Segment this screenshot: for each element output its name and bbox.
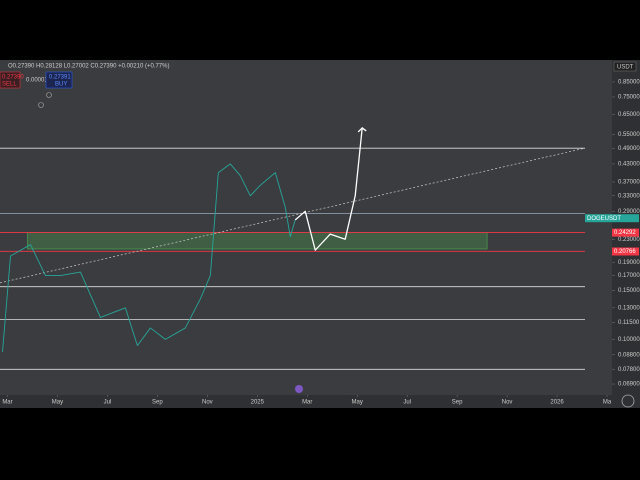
y-tick-label: 0.85000: [618, 80, 640, 86]
y-tick-label: 0.33000: [618, 193, 640, 199]
buy-label: BUY: [55, 82, 67, 88]
zone: [27, 232, 488, 250]
eye-icon[interactable]: [38, 102, 44, 108]
y-tick-label: 0.13000: [618, 305, 640, 311]
price-tag: [612, 247, 639, 256]
y-tick-label: 0.19000: [618, 260, 640, 266]
eye-icon[interactable]: [46, 92, 52, 98]
y-tick-label: 0.15000: [618, 288, 640, 294]
nav-button[interactable]: [621, 394, 635, 408]
x-tick-label: Mar: [2, 400, 12, 406]
currency-button[interactable]: [613, 61, 637, 72]
x-tick-label: Jul: [104, 400, 112, 406]
x-tick-label: Jul: [403, 400, 411, 406]
y-tick-label: 0.37000: [618, 180, 640, 186]
sell-button[interactable]: [0, 71, 21, 89]
sell-label: SELL: [2, 82, 17, 88]
y-tick-label: 0.65000: [618, 112, 640, 118]
price-tag-label: DOGEUSDT: [587, 216, 621, 222]
x-tick-label: Sep: [452, 400, 463, 406]
y-tick-label: 0.08800: [618, 352, 640, 358]
y-tick-label: 0.49000: [618, 146, 640, 152]
x-tick-label: Ma: [603, 400, 612, 406]
y-tick-label: 0.23000: [618, 237, 640, 243]
sell-price: 0.27390: [2, 75, 24, 81]
x-tick-label: Nov: [502, 400, 513, 406]
price-line: [2, 163, 296, 353]
price-tag: [612, 228, 639, 237]
price-tag: [585, 214, 639, 223]
arrow-head: [357, 127, 367, 133]
x-tick-label: Sep: [152, 400, 163, 406]
chart-panel: [0, 60, 640, 408]
y-tick-label: 0.10000: [618, 337, 640, 343]
x-tick-label: 2026: [550, 400, 564, 406]
y-tick-label: 0.06900: [618, 382, 640, 388]
x-tick-label: Nov: [202, 400, 213, 406]
ohlc: O0.27390 H0.28128 L0.27002 C0.27390 +0.0…: [8, 64, 169, 70]
x-tick-label: 2025: [251, 400, 265, 406]
x-tick-label: May: [52, 400, 63, 406]
projection-line: [294, 127, 363, 251]
y-tick-label: 0.11500: [618, 320, 640, 326]
spread: 0.00001: [26, 78, 48, 84]
buy-button[interactable]: [45, 71, 73, 89]
x-tick-label: May: [352, 400, 363, 406]
buy-price: 0.27391: [49, 75, 71, 81]
price-tag-label: 0.24292: [614, 230, 636, 236]
y-tick-label: 0.17000: [618, 273, 640, 279]
y-tick-label: 0.55000: [618, 132, 640, 138]
price-tag-label: 0.20766: [614, 249, 636, 255]
event-icon[interactable]: [295, 385, 303, 393]
y-tick-label: 0.75000: [618, 95, 640, 101]
chart-layer: 0.85000 0.75000 0.65000 0.55000 0.49000 0.430…: [0, 80, 640, 406]
currency: USDT: [617, 65, 634, 71]
x-tick-label: Mar: [302, 400, 312, 406]
y-tick-label: 0.29000: [618, 209, 640, 215]
y-tick-label: 0.43000: [618, 162, 640, 168]
time-axis: [0, 395, 612, 408]
y-tick-label: 0.07800: [618, 367, 640, 373]
